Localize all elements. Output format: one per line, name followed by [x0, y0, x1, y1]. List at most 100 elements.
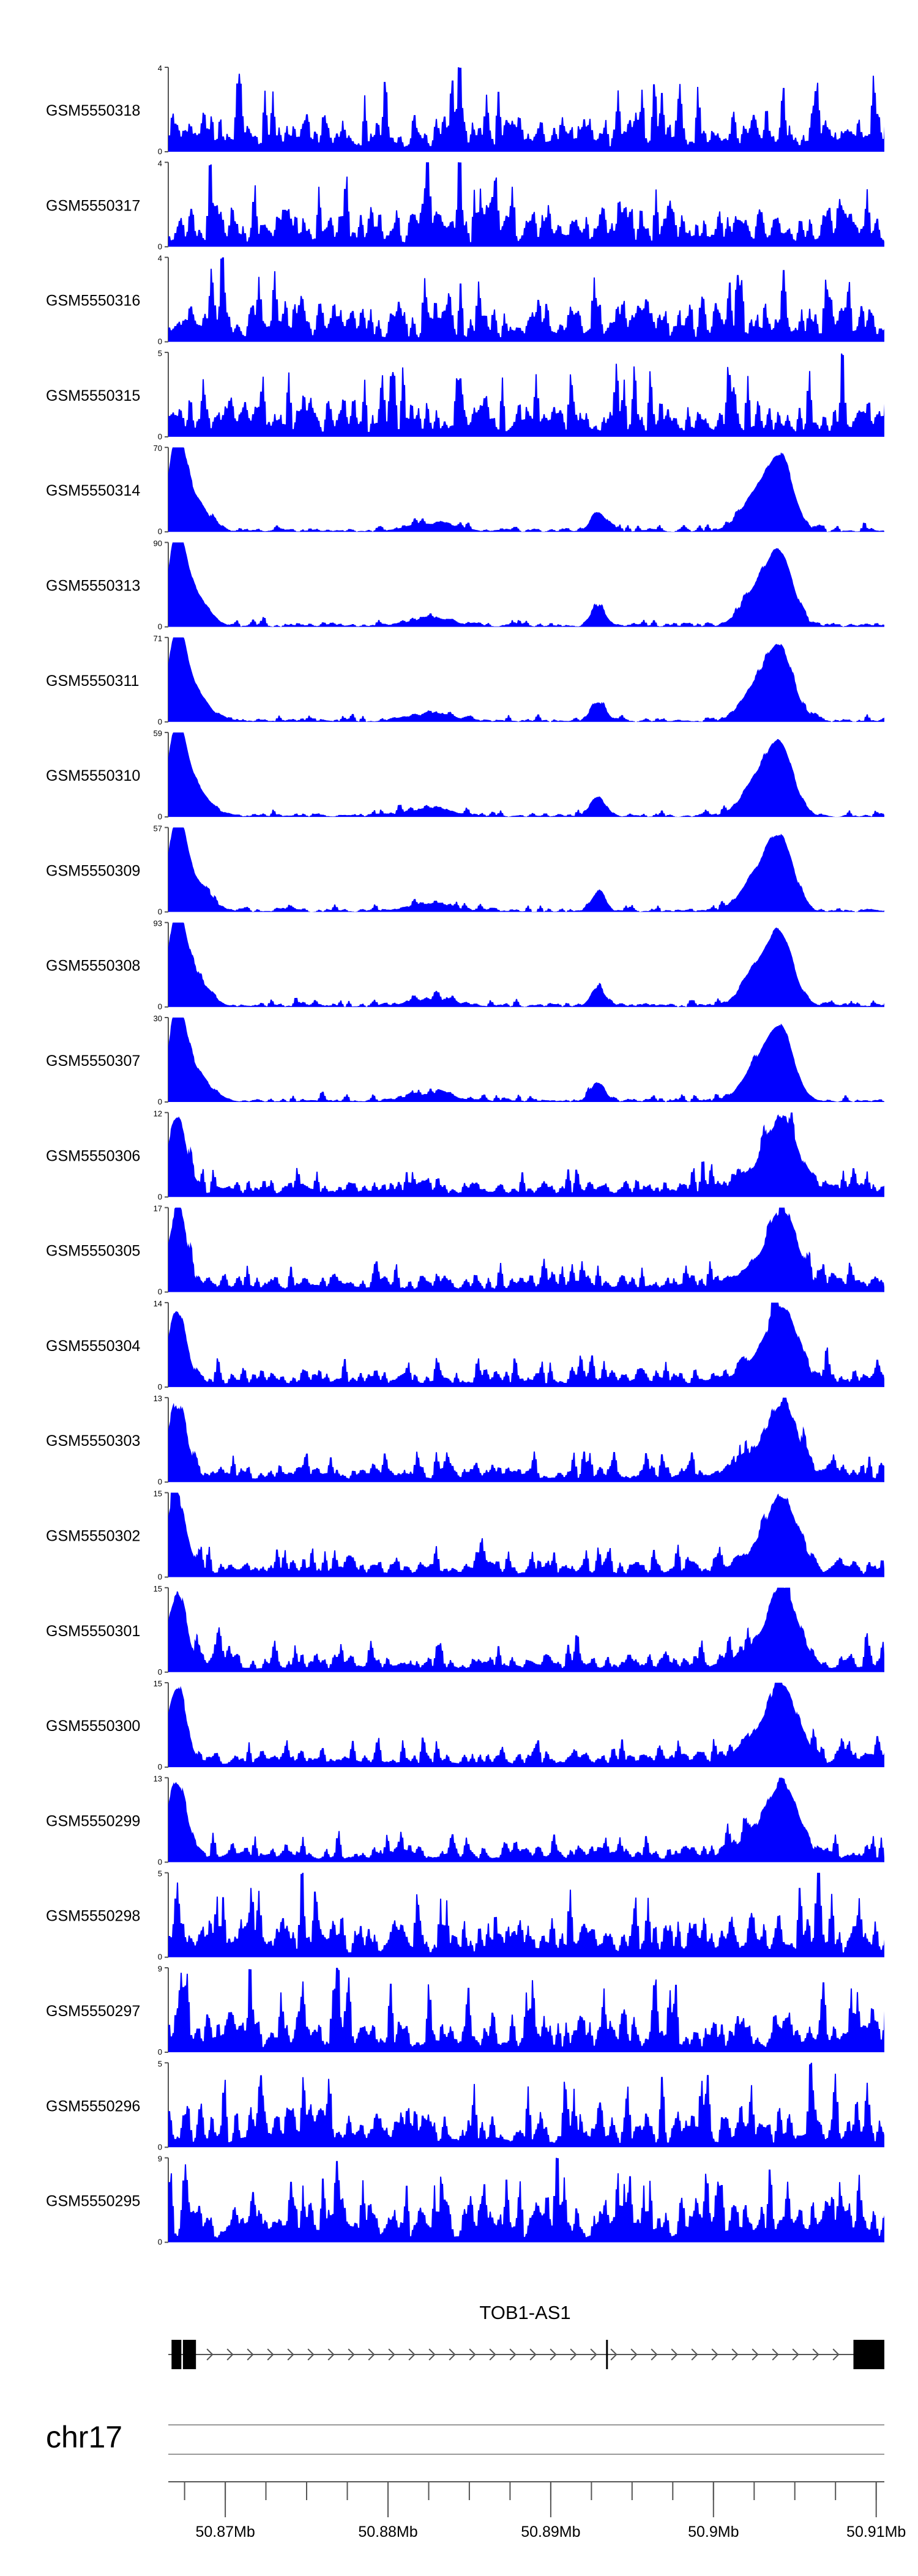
track-label: GSM5550307 [46, 1052, 140, 1070]
strand-arrow [671, 2348, 678, 2361]
coverage-track: GSM5550311 71 0 [46, 634, 884, 726]
strand-arrow [812, 2348, 819, 2361]
strand-arrow [307, 2348, 315, 2361]
coverage-track: GSM5550303 13 0 [46, 1394, 884, 1486]
coverage-track: GSM5550316 4 0 [46, 254, 884, 346]
track-label: GSM5550316 [46, 292, 140, 310]
strand-arrow [247, 2348, 254, 2361]
coverage-area [168, 1968, 884, 2052]
y-min-label: 0 [158, 2047, 162, 2057]
y-min-label: 0 [158, 1097, 162, 1106]
track-label: GSM5550295 [46, 2193, 140, 2210]
coverage-area [168, 542, 884, 627]
strand-arrow [368, 2348, 375, 2361]
strand-arrow [327, 2348, 335, 2361]
y-min-label: 0 [158, 527, 162, 536]
y-min-label: 0 [158, 1477, 162, 1486]
track-label: GSM5550306 [46, 1147, 140, 1164]
strand-arrow [489, 2348, 496, 2361]
coverage-track: GSM5550309 57 0 [46, 824, 884, 916]
track-label: GSM5550298 [46, 1908, 140, 1925]
y-min-label: 0 [158, 242, 162, 251]
y-min-label: 0 [158, 1667, 162, 1677]
y-max-label: 15 [154, 1584, 162, 1593]
track-label: GSM5550305 [46, 1243, 140, 1260]
coverage-area [168, 922, 884, 1007]
axis-tick-label: 50.9Mb [688, 2523, 739, 2541]
coverage-area [168, 1207, 884, 1292]
axis-tick-label: 50.91Mb [846, 2523, 906, 2541]
track-label: GSM5550296 [46, 2098, 140, 2115]
coverage-area [168, 1872, 884, 1957]
track-label: GSM5550317 [46, 197, 140, 214]
coverage-area [168, 67, 884, 152]
y-max-label: 4 [158, 64, 162, 73]
strand-arrow [469, 2348, 476, 2361]
y-max-label: 17 [154, 1204, 162, 1213]
y-max-label: 9 [158, 1964, 162, 1973]
y-min-label: 0 [158, 622, 162, 631]
coverage-track: GSM5550295 9 0 [46, 2154, 884, 2247]
track-label: GSM5550301 [46, 1623, 140, 1640]
coverage-track: GSM5550310 59 0 [46, 729, 884, 821]
coverage-track: GSM5550304 14 0 [46, 1299, 884, 1391]
y-max-label: 71 [154, 634, 162, 643]
y-min-label: 0 [158, 717, 162, 726]
y-min-label: 0 [158, 1192, 162, 1201]
exon-block [171, 2340, 182, 2369]
y-max-label: 15 [154, 1679, 162, 1688]
coverage-area [168, 1018, 884, 1102]
coverage-track: GSM5550315 5 0 [46, 349, 884, 441]
strand-arrow [832, 2348, 840, 2361]
y-max-label: 15 [154, 1489, 162, 1498]
y-max-label: 13 [154, 1774, 162, 1783]
coverage-area [168, 1587, 884, 1672]
y-min-label: 0 [158, 2238, 162, 2247]
gene-annotation-track: TOB1-AS1 [168, 2302, 884, 2369]
y-min-label: 0 [158, 1857, 162, 1866]
y-min-label: 0 [158, 812, 162, 821]
y-max-label: 5 [158, 349, 162, 358]
y-max-label: 12 [154, 1109, 162, 1118]
coverage-track: GSM5550314 70 0 [46, 444, 884, 536]
coverage-track: GSM5550305 17 0 [46, 1204, 884, 1297]
y-min-label: 0 [158, 432, 162, 441]
coverage-track: GSM5550298 5 0 [46, 1869, 884, 1962]
y-min-label: 0 [158, 337, 162, 346]
strand-arrow [731, 2348, 739, 2361]
coverage-area [168, 827, 884, 912]
coverage-area [168, 637, 884, 722]
track-label: GSM5550315 [46, 387, 140, 404]
strand-arrow [691, 2348, 698, 2361]
y-min-label: 0 [158, 1287, 162, 1297]
y-min-label: 0 [158, 1573, 162, 1582]
coverage-track: GSM5550313 90 0 [46, 539, 884, 631]
coverage-area [168, 2157, 884, 2243]
axis-tick-label: 50.89Mb [521, 2523, 580, 2541]
track-label: GSM5550310 [46, 767, 140, 784]
y-max-label: 30 [154, 1014, 162, 1023]
strand-arrow [388, 2348, 395, 2361]
y-max-label: 13 [154, 1394, 162, 1403]
exon-block [182, 2340, 196, 2369]
coverage-track: GSM5550302 15 0 [46, 1489, 884, 1582]
y-min-label: 0 [158, 1762, 162, 1771]
coverage-area [168, 732, 884, 817]
strand-arrow [772, 2348, 779, 2361]
track-label: GSM5550302 [46, 1528, 140, 1545]
coverage-area [168, 2063, 884, 2148]
track-label: GSM5550300 [46, 1718, 140, 1735]
coverage-track: GSM5550317 4 0 [46, 158, 884, 251]
strand-arrow [570, 2348, 577, 2361]
y-max-label: 5 [158, 2059, 162, 2068]
coverage-area [168, 1302, 884, 1387]
strand-arrow [792, 2348, 799, 2361]
exon-block [853, 2340, 884, 2369]
coverage-track: GSM5550296 5 0 [46, 2059, 884, 2151]
track-label: GSM5550308 [46, 958, 140, 975]
coverage-track: GSM5550300 15 0 [46, 1679, 884, 1771]
strand-arrow [287, 2348, 294, 2361]
coverage-area [168, 447, 884, 532]
strand-arrow [267, 2348, 274, 2361]
strand-arrow [509, 2348, 517, 2361]
